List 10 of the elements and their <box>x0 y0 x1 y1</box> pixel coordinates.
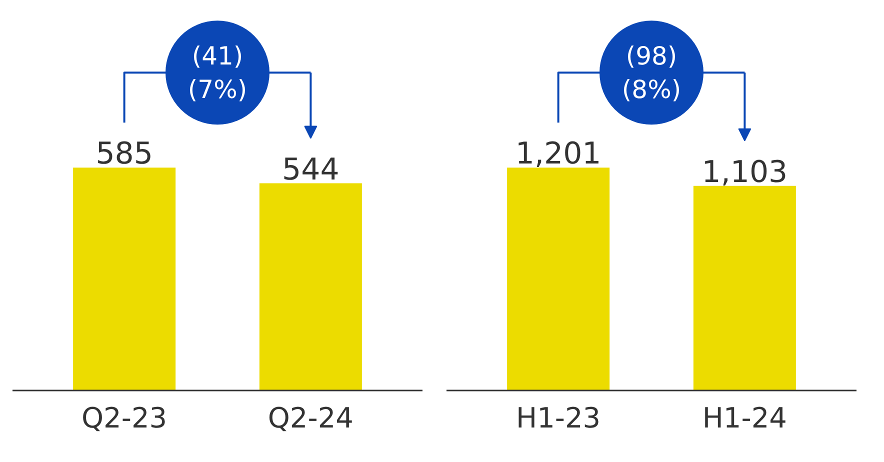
x-tick-label: Q2-24 <box>268 402 354 434</box>
x-tick-label: H1-23 <box>516 402 601 434</box>
x-tick-label: Q2-23 <box>82 402 168 434</box>
text: (98) (8%) <box>622 41 682 104</box>
data-label: 544 <box>282 152 340 188</box>
data-label: 1,103 <box>702 154 788 190</box>
data-label: 585 <box>96 136 153 172</box>
x-tick-label: H1-24 <box>702 402 787 434</box>
data-label: 1,201 <box>515 136 602 172</box>
text: (41) (7%) <box>188 41 248 104</box>
